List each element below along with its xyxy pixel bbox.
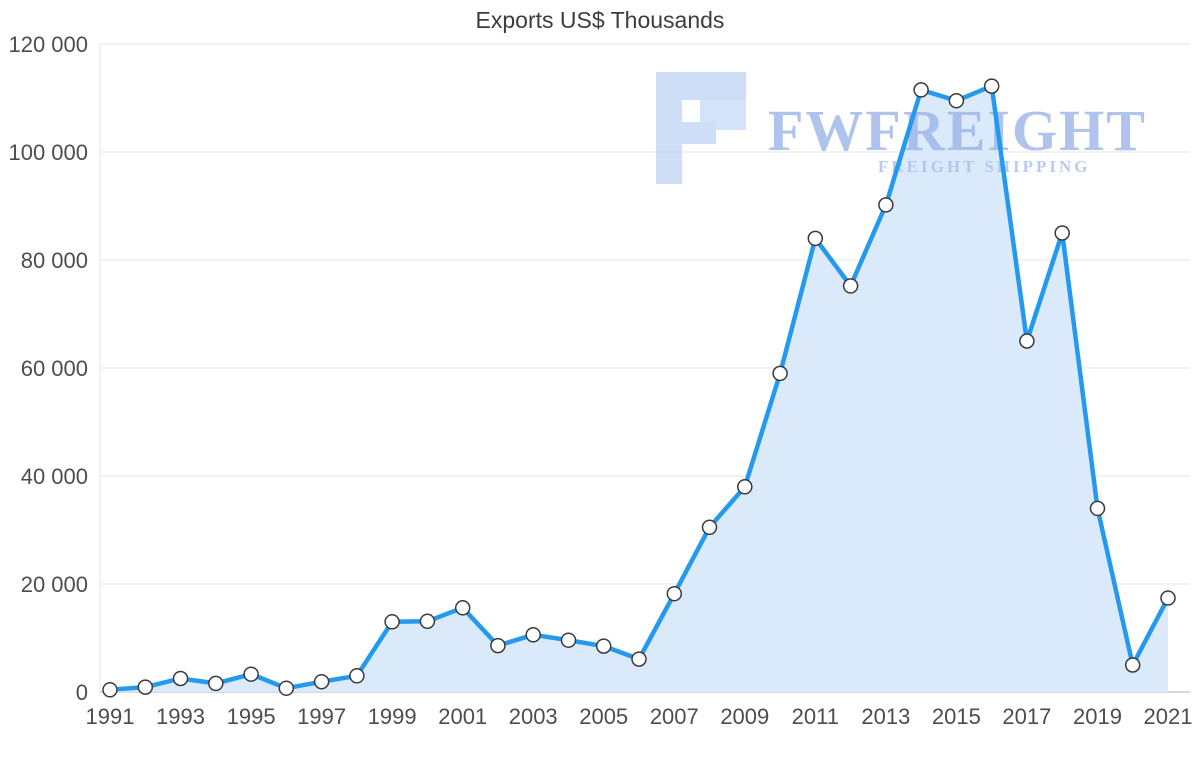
- data-point-marker: [137, 679, 154, 695]
- x-tick-label: 2007: [650, 704, 699, 729]
- data-point-marker: [772, 365, 788, 382]
- x-tick-label: 2001: [438, 704, 487, 729]
- data-point-marker: [807, 230, 824, 247]
- logo-mid-arm: [656, 122, 716, 144]
- y-tick-label: 100 000: [8, 140, 88, 165]
- data-point-marker: [842, 278, 859, 294]
- watermark: FWFREIGHT FREIGHT SHIPPING: [656, 72, 1147, 184]
- y-tick-label: 80 000: [21, 248, 88, 273]
- data-point-marker: [490, 637, 506, 654]
- data-point-marker: [701, 519, 718, 536]
- data-point-marker: [419, 613, 436, 630]
- data-point-marker: [666, 585, 683, 602]
- data-point-marker: [983, 78, 1000, 94]
- brand-tagline: FREIGHT SHIPPING: [878, 157, 1091, 176]
- brand-name: FWFREIGHT: [768, 98, 1147, 163]
- marker-layer: [102, 78, 1176, 698]
- data-point-marker: [243, 666, 259, 682]
- data-point-marker: [1089, 500, 1106, 517]
- data-point-marker: [278, 680, 295, 696]
- data-point-marker: [878, 197, 894, 213]
- data-point-marker: [560, 632, 577, 648]
- x-tick-label: 2013: [861, 704, 910, 729]
- data-point-marker: [1124, 657, 1141, 673]
- x-tick-label: 2009: [720, 704, 769, 729]
- data-point-marker: [313, 673, 330, 690]
- x-axis-labels: 1991 1993 1995 1997 1999 2001 2003 2005 2007 2009…: [86, 704, 1193, 729]
- data-point-marker: [208, 675, 224, 692]
- data-point-marker: [1019, 333, 1035, 349]
- y-tick-label: 20 000: [21, 572, 88, 597]
- brand-logo-icon: [656, 72, 746, 184]
- data-point-marker: [454, 600, 471, 616]
- x-tick-label: 2017: [1002, 704, 1051, 729]
- x-tick-label: 2005: [579, 704, 628, 729]
- x-tick-label: 2021: [1144, 704, 1193, 729]
- y-tick-label: 60 000: [21, 356, 88, 381]
- data-point-marker: [384, 614, 400, 630]
- x-tick-label: 1999: [368, 704, 417, 729]
- data-point-marker: [1160, 590, 1176, 606]
- chart-title: Exports US$ Thousands: [475, 7, 725, 33]
- x-tick-label: 1995: [227, 704, 276, 729]
- x-tick-label: 1991: [86, 704, 135, 729]
- y-tick-label: 40 000: [21, 464, 88, 489]
- data-point-marker: [1054, 225, 1070, 241]
- area-fill: [110, 86, 1168, 693]
- x-tick-label: 2019: [1073, 704, 1122, 729]
- x-tick-label: 1993: [156, 704, 205, 729]
- data-point-marker: [525, 627, 541, 643]
- data-point-marker: [737, 479, 753, 495]
- data-point-marker: [172, 670, 189, 687]
- data-point-marker: [102, 682, 118, 698]
- data-point-marker: [349, 668, 365, 684]
- y-tick-label: 120 000: [8, 32, 88, 57]
- data-point-marker: [913, 82, 929, 98]
- x-tick-label: 2003: [509, 704, 558, 729]
- logo-block: [700, 72, 746, 130]
- data-point-marker: [595, 638, 612, 654]
- x-tick-label: 1997: [297, 704, 346, 729]
- y-tick-label: 0: [76, 680, 88, 705]
- x-tick-label: 2011: [792, 704, 839, 729]
- x-tick-label: 2015: [932, 704, 981, 729]
- data-point-marker: [631, 651, 647, 667]
- y-axis-labels: 0 20 000 40 000 60 000 80 000 100 000 120 000: [8, 32, 88, 705]
- data-point-marker: [948, 92, 965, 109]
